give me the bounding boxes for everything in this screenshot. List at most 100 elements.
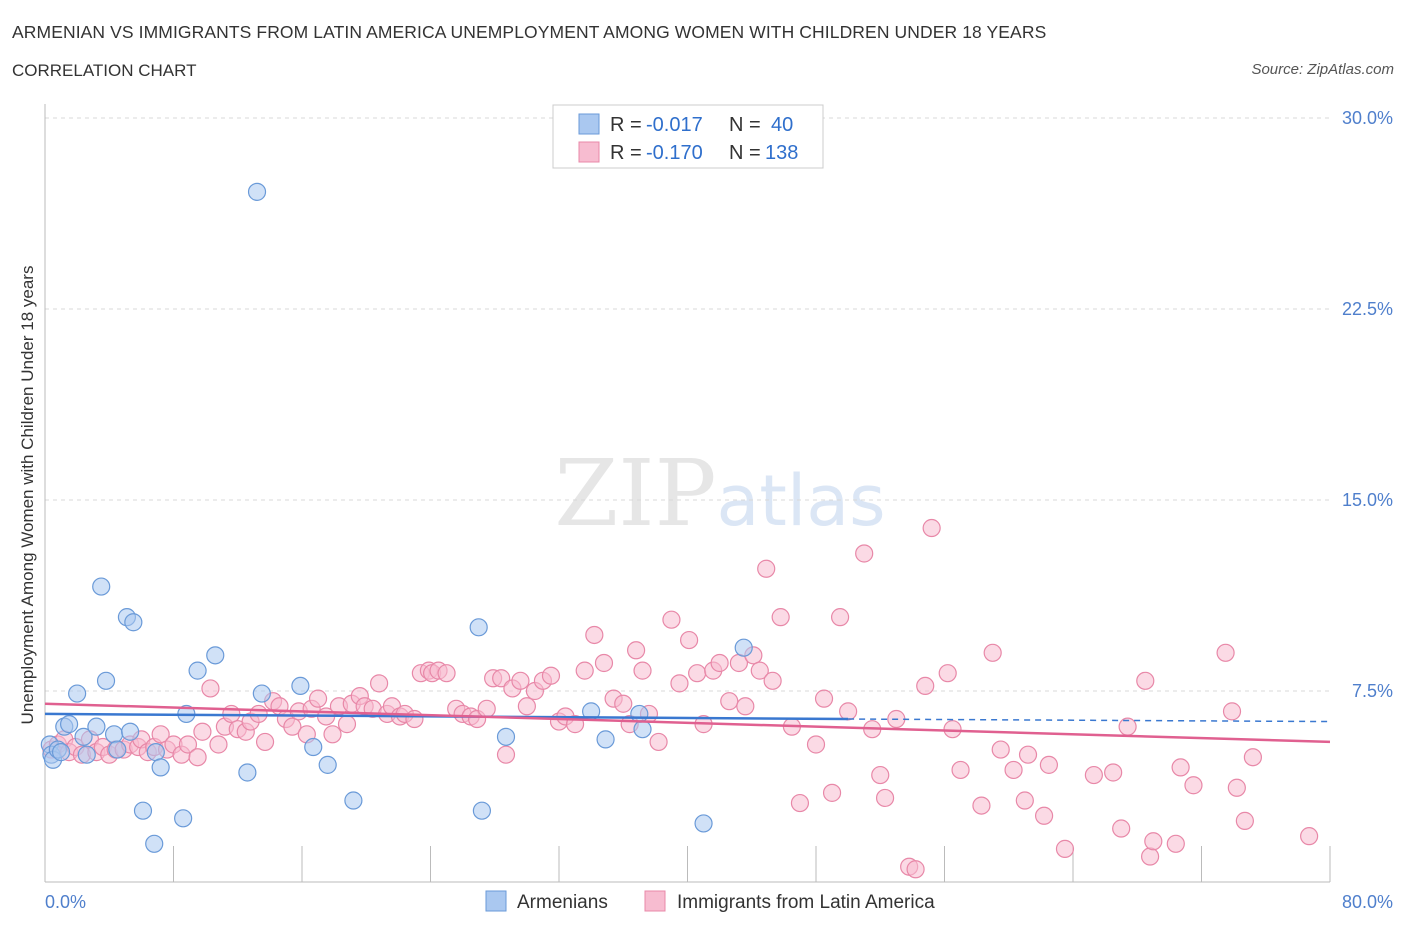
latin-america-point: [763, 671, 782, 690]
latin-america-point: [437, 664, 456, 683]
latin-america-point: [255, 732, 275, 752]
armenians-point: [596, 730, 615, 749]
bottom-legend-swatch-armenians: [485, 890, 507, 912]
latin-america-point: [806, 735, 826, 754]
latin-america-point: [496, 745, 516, 764]
armenians-point: [304, 737, 323, 757]
y-tick-label: 7.5%: [1352, 681, 1393, 701]
latin-america-point: [972, 796, 991, 815]
legend-n-value-armenians: 40: [771, 114, 793, 136]
latin-america-point: [1166, 834, 1185, 853]
latin-america-point: [517, 697, 536, 716]
legend-n-value-latin-america: 138: [765, 142, 798, 164]
chart-subtitle: CORRELATION CHART: [12, 61, 197, 80]
armenians-point: [92, 577, 111, 596]
armenians-point: [145, 834, 164, 853]
latin-america-trend-line: [44, 702, 1331, 744]
x-tick-label-max: 80.0%: [1342, 892, 1393, 912]
latin-america-point: [1104, 763, 1123, 782]
series-armenians-points: [40, 182, 753, 853]
grid-lines: [45, 117, 1330, 692]
latin-america-point: [249, 704, 268, 724]
y-tick-label: 15.0%: [1342, 490, 1393, 510]
armenians-point: [472, 801, 491, 820]
latin-america-point: [614, 694, 633, 713]
latin-america-point: [1004, 760, 1023, 780]
latin-america-point: [1235, 811, 1254, 830]
armenians-point: [151, 758, 170, 777]
latin-america-point: [1222, 702, 1242, 721]
armenians-point: [51, 743, 71, 762]
latin-america-point: [575, 661, 594, 680]
armenians-point: [252, 684, 271, 703]
latin-america-point: [1055, 839, 1075, 858]
legend-r-value-armenians: -0.017: [646, 114, 703, 136]
watermark: ZIPatlas: [554, 440, 885, 547]
latin-america-point: [688, 664, 707, 683]
latin-america-point: [626, 641, 646, 660]
armenians-point: [104, 725, 124, 744]
latin-america-point: [916, 676, 935, 696]
armenians-point: [238, 763, 257, 782]
latin-america-point: [201, 679, 220, 698]
latin-america-point: [736, 697, 755, 716]
legend-r-value-latin-america: -0.170: [646, 142, 703, 164]
latin-america-point: [680, 630, 699, 650]
y-tick-label: 30.0%: [1342, 108, 1393, 128]
armenians-point: [77, 745, 96, 764]
latin-america-point: [991, 740, 1010, 759]
legend-n-label-armenians: N =: [729, 114, 761, 136]
latin-america-point: [814, 689, 834, 708]
y-axis-label: Unemployment Among Women with Children U…: [18, 266, 37, 725]
latin-america-point: [594, 653, 614, 673]
latin-america-point: [1015, 791, 1034, 810]
latin-america-point: [1227, 778, 1246, 797]
armenians-point: [247, 182, 267, 201]
legend-n-label-latin-america: N =: [729, 142, 761, 164]
latin-america-point: [771, 608, 790, 627]
armenians-point: [121, 722, 140, 741]
latin-america-point: [633, 661, 652, 680]
armenians-point: [59, 715, 79, 734]
series-latin-america-points: [42, 518, 1319, 879]
armenians-point: [146, 743, 165, 762]
armenians-point: [87, 717, 106, 736]
x-tick-label-min: 0.0%: [45, 892, 86, 912]
latin-america-point: [943, 720, 962, 739]
legend-swatch-armenians: [578, 113, 600, 135]
latin-america-point: [839, 702, 858, 721]
latin-america-point: [938, 664, 957, 683]
latin-america-point: [1039, 755, 1059, 774]
latin-america-point: [209, 735, 228, 754]
latin-america-point: [541, 666, 561, 685]
latin-america-point: [178, 735, 198, 754]
latin-america-point: [477, 699, 496, 718]
latin-america-point: [662, 610, 681, 629]
latin-america-point: [855, 544, 874, 563]
latin-america-point: [188, 748, 207, 767]
latin-america-point: [951, 760, 970, 780]
trend-lines: [44, 702, 1331, 744]
latin-america-point: [1034, 806, 1054, 825]
latin-america-point: [151, 725, 170, 744]
armenians-point: [74, 727, 93, 746]
armenians-point: [630, 704, 649, 724]
armenians-point: [291, 676, 310, 696]
latin-america-point: [710, 653, 729, 673]
armenians-point: [68, 684, 87, 703]
series-legend: Armenians Immigrants from Latin America: [485, 890, 935, 913]
chart-title: ARMENIAN VS IMMIGRANTS FROM LATIN AMERIC…: [12, 22, 1047, 42]
armenians-trend-extension: [848, 718, 1331, 723]
latin-america-point: [1140, 847, 1160, 866]
latin-america-point: [1136, 671, 1155, 690]
armenians-point: [96, 671, 116, 690]
latin-america-point: [670, 674, 689, 693]
armenians-point: [633, 720, 652, 739]
latin-america-point: [337, 715, 357, 734]
latin-america-point: [757, 559, 776, 578]
legend-r-label-latin-america: R =: [610, 142, 642, 164]
armenians-point: [206, 646, 225, 665]
y-tick-labels: 7.5% 15.0% 22.5% 30.0%: [1342, 108, 1393, 701]
watermark-zip: ZIP: [554, 440, 716, 547]
